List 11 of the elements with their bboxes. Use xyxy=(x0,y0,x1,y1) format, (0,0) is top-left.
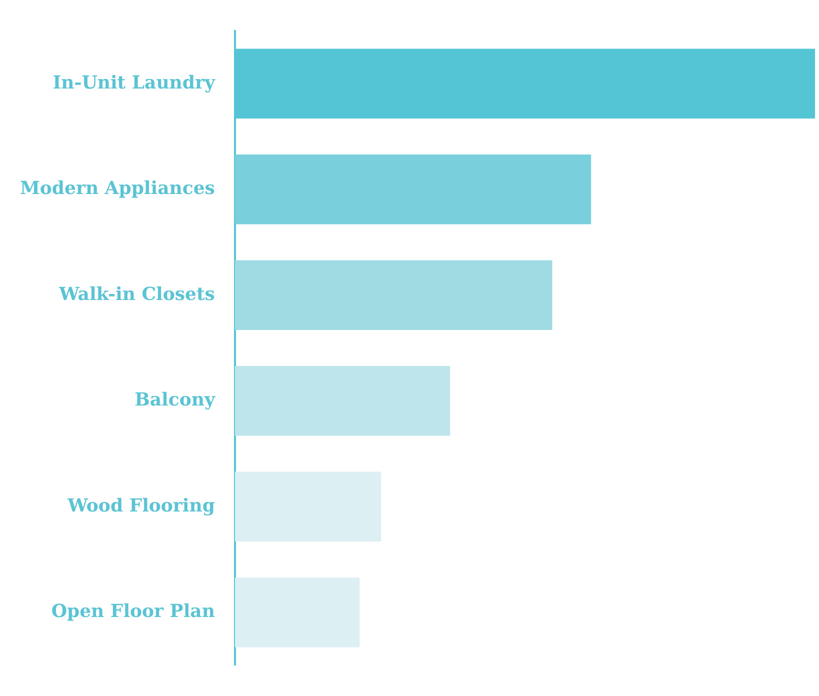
y-tick-label: Wood Flooring xyxy=(66,495,216,516)
y-tick-label: Open Floor Plan xyxy=(51,601,215,622)
y-tick-label: Balcony xyxy=(134,390,216,411)
bar xyxy=(234,154,592,224)
bar xyxy=(234,260,552,330)
bar xyxy=(234,472,382,542)
y-tick-label: Walk-in Closets xyxy=(58,284,215,305)
y-tick-label: Modern Appliances xyxy=(20,178,215,200)
bar xyxy=(234,577,360,648)
y-tick-label: In-Unit Laundry xyxy=(52,72,216,94)
bar xyxy=(234,366,450,436)
